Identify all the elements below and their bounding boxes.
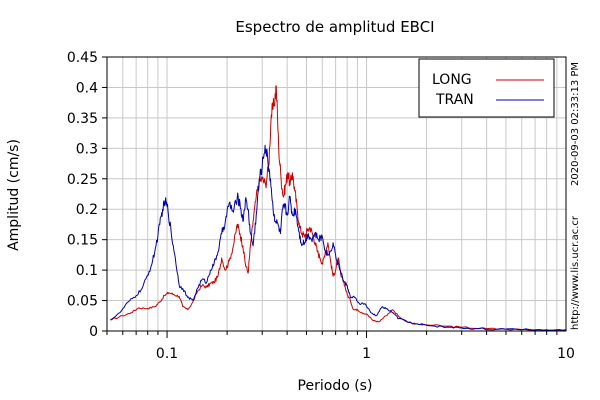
tick-marks	[102, 56, 558, 338]
y-axis-label: Amplitud (cm/s)	[6, 139, 22, 251]
x-tick-label: 10	[557, 346, 575, 362]
legend-label-long: LONG	[432, 72, 472, 88]
y-tick-label: 0.3	[76, 141, 98, 157]
website-label: http://www.lis.ucr.ac.cr	[570, 215, 581, 330]
grid-lines	[106, 56, 566, 332]
y-tick-label: 0.2	[76, 202, 98, 218]
legend: LONG TRAN	[418, 58, 555, 118]
y-tick-label: 0.1	[76, 263, 98, 279]
y-tick-label: 0.4	[76, 80, 98, 96]
y-tick-label: 0.05	[67, 294, 98, 310]
timestamp-label: 2020-09-03 02:33:13 PM	[570, 62, 581, 186]
y-tick-label: 0.25	[67, 172, 98, 188]
series-layer	[110, 85, 567, 332]
x-tick-label: 0.1	[156, 346, 178, 362]
legend-label-tran: TRAN	[435, 92, 474, 108]
x-tick-label: 1	[362, 346, 371, 362]
y-tick-label: 0	[89, 324, 98, 340]
tick-labels: 0 0.05 0.1 0.15 0.2 0.25 0.3 0.35 0.4 0.45 0.1 1 10	[67, 50, 575, 362]
chart-title: Espectro de amplitud EBCI	[235, 18, 434, 36]
x-axis-label: Periodo (s)	[298, 378, 373, 394]
series-line-tran	[110, 144, 567, 331]
y-tick-label: 0.35	[67, 111, 98, 127]
legend-box	[418, 58, 555, 118]
y-tick-label: 0.15	[67, 233, 98, 249]
plot-frame	[106, 56, 567, 332]
y-tick-label: 0.45	[67, 50, 98, 66]
series-line-long	[110, 85, 567, 332]
